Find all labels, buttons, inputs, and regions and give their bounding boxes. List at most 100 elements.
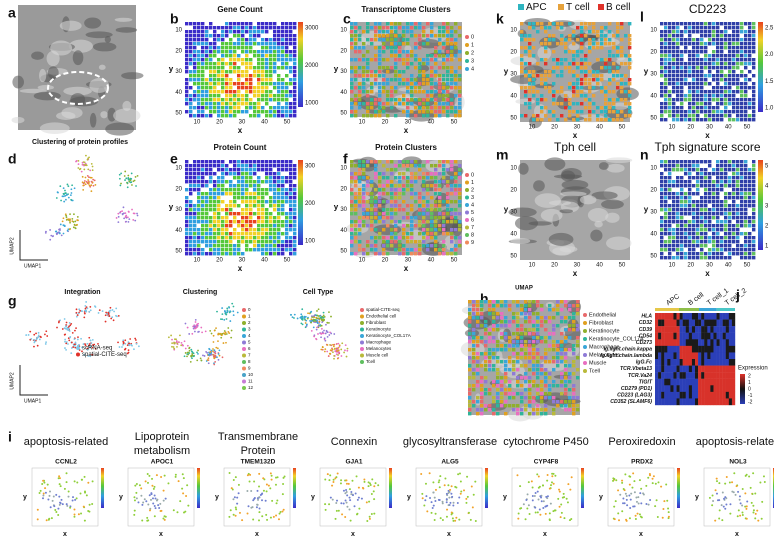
spot xyxy=(237,70,240,73)
spot xyxy=(516,368,519,371)
spot xyxy=(680,106,683,109)
spot xyxy=(402,208,405,211)
spot xyxy=(628,110,631,113)
spot xyxy=(728,86,731,89)
spot xyxy=(696,94,699,97)
y-axis-label: y xyxy=(334,203,339,212)
spot xyxy=(285,244,288,247)
spot xyxy=(692,192,695,195)
spot xyxy=(281,240,284,243)
spot xyxy=(438,164,441,167)
umap-point xyxy=(58,229,60,231)
spot xyxy=(724,78,727,81)
spot xyxy=(620,26,623,29)
spot xyxy=(390,22,393,25)
spot xyxy=(660,232,663,235)
spot xyxy=(205,192,208,195)
spot xyxy=(241,38,244,41)
spot xyxy=(552,360,555,363)
spot xyxy=(225,228,228,231)
spot xyxy=(241,110,244,113)
spot xyxy=(229,220,232,223)
spot xyxy=(672,244,675,247)
spot xyxy=(358,90,361,93)
spot xyxy=(716,54,719,57)
spot xyxy=(520,30,523,33)
x-tick-label: 40 xyxy=(596,125,603,131)
spot xyxy=(564,304,567,307)
spot xyxy=(233,200,236,203)
spot xyxy=(185,102,188,105)
spot xyxy=(536,348,539,351)
spot xyxy=(708,42,711,45)
spot xyxy=(528,78,531,81)
spot xyxy=(257,22,260,25)
y-axis-label: y xyxy=(334,65,339,74)
spot xyxy=(426,22,429,25)
spot xyxy=(410,248,413,251)
spot xyxy=(676,42,679,45)
spot xyxy=(225,86,228,89)
spot xyxy=(684,62,687,65)
spot xyxy=(273,34,276,37)
spot xyxy=(692,208,695,211)
spot xyxy=(496,316,499,319)
spot xyxy=(596,46,599,49)
spot xyxy=(700,86,703,89)
spot xyxy=(748,172,751,175)
spot xyxy=(366,90,369,93)
spot xyxy=(664,50,667,53)
spot xyxy=(688,34,691,37)
spot xyxy=(382,58,385,61)
spot xyxy=(692,86,695,89)
spot xyxy=(402,248,405,251)
spot xyxy=(277,232,280,235)
spot xyxy=(608,118,611,121)
spot xyxy=(285,236,288,239)
spot xyxy=(488,364,491,367)
spot xyxy=(253,30,256,33)
spot xyxy=(229,54,232,57)
spot xyxy=(362,46,365,49)
umap-point xyxy=(80,338,82,340)
spot xyxy=(454,184,457,187)
spot xyxy=(748,70,751,73)
spot xyxy=(732,90,735,93)
spot xyxy=(560,360,563,363)
spot xyxy=(430,34,433,37)
spot xyxy=(426,58,429,61)
spot xyxy=(241,22,244,25)
spot xyxy=(528,300,531,303)
spot xyxy=(293,26,296,29)
spot xyxy=(245,30,248,33)
spot xyxy=(524,344,527,347)
spot xyxy=(281,82,284,85)
spot xyxy=(257,164,260,167)
spot xyxy=(434,106,437,109)
spot xyxy=(712,38,715,41)
spot xyxy=(362,196,365,199)
spot xyxy=(257,244,260,247)
spot xyxy=(552,98,555,101)
spot xyxy=(480,404,483,407)
spot xyxy=(225,26,228,29)
spot xyxy=(696,208,699,211)
spot xyxy=(664,46,667,49)
spot xyxy=(289,244,292,247)
spot xyxy=(476,344,479,347)
umap-point xyxy=(90,177,92,179)
spot xyxy=(588,82,591,85)
x-tick-label: 10 xyxy=(359,120,366,126)
spot xyxy=(664,200,667,203)
y-tick-label: 50 xyxy=(175,111,182,117)
spot xyxy=(732,22,735,25)
spot xyxy=(548,90,551,93)
spot xyxy=(712,118,715,121)
spot xyxy=(418,208,421,211)
spot xyxy=(752,66,755,69)
spot xyxy=(532,312,535,315)
spot xyxy=(528,376,531,379)
spot xyxy=(189,236,192,239)
umap-point xyxy=(120,172,122,174)
spot xyxy=(736,30,739,33)
